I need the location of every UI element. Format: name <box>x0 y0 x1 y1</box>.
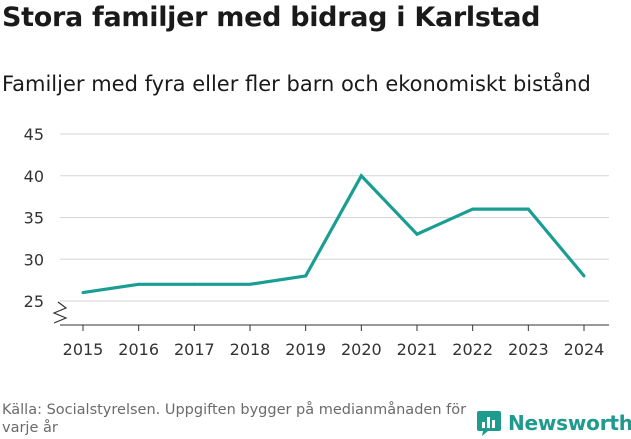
x-tick-label-2024: 2024 <box>564 340 605 359</box>
data-point-2020 <box>359 174 363 178</box>
newsworthy-icon <box>477 411 501 436</box>
newsworthy-logo: Newsworthy <box>476 408 631 438</box>
series-line-0 <box>82 173 586 295</box>
x-tick-label-2015: 2015 <box>63 340 104 359</box>
data-point-2019 <box>304 274 308 278</box>
x-tick-label-2016: 2016 <box>118 340 159 359</box>
data-point-2024 <box>582 274 586 278</box>
chart-title: Stora familjer med bidrag i Karlstad <box>2 2 541 33</box>
x-tick-label-2023: 2023 <box>508 340 549 359</box>
source-note: Källa: Socialstyrelsen. Uppgiften bygger… <box>2 402 467 436</box>
x-tick-label-2022: 2022 <box>452 340 493 359</box>
data-point-2022 <box>471 207 475 211</box>
x-tick-label-2017: 2017 <box>174 340 215 359</box>
x-tick-label-2021: 2021 <box>397 340 438 359</box>
y-tick-label-25: 25 <box>24 292 44 311</box>
data-point-2021 <box>415 232 419 236</box>
x-tick-label-2020: 2020 <box>341 340 382 359</box>
y-tick-label-40: 40 <box>24 167 44 186</box>
y-tick-label-35: 35 <box>24 209 44 228</box>
data-point-2017 <box>192 282 196 286</box>
y-tick-label-30: 30 <box>24 250 44 269</box>
x-tick-label-2018: 2018 <box>230 340 271 359</box>
chart-subtitle: Familjer med fyra eller fler barn och ek… <box>2 72 591 96</box>
line-chart: 25 30 35 40 45 2015 2016 2017 2018 2019 2020 2021 20… <box>24 125 609 359</box>
data-point-2018 <box>248 282 252 286</box>
axis-break-icon <box>52 301 68 324</box>
data-point-2015 <box>81 291 85 295</box>
brand-name: Newsworthy <box>508 411 631 435</box>
y-tick-label-45: 45 <box>24 125 44 144</box>
data-point-2023 <box>526 207 530 211</box>
x-tick-label-2019: 2019 <box>285 340 326 359</box>
data-point-2016 <box>137 282 141 286</box>
